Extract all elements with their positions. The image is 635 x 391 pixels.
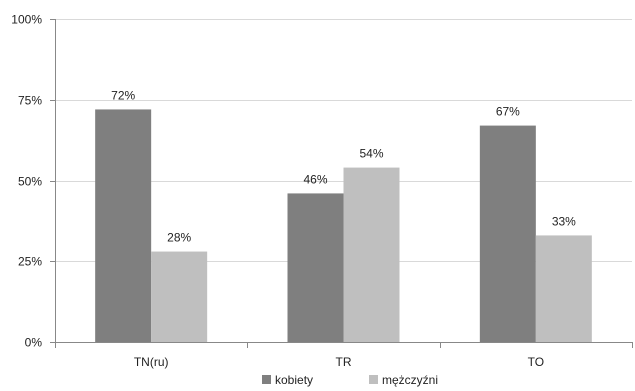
data-label: 54% (359, 147, 383, 161)
bar-mężczyźni-TR (343, 167, 400, 342)
x-tick-label: TN(ru) (134, 355, 169, 369)
data-labels: 72% 28% 46% 54% 67% 33% (111, 88, 576, 244)
bar-mężczyźni-TN(ru) (151, 251, 208, 342)
legend-label: mężczyźni (382, 373, 438, 387)
legend-swatch (262, 375, 271, 384)
legend-label: kobiety (275, 373, 313, 387)
y-axis-ticks: 0% 25% 50% 75% 100% (11, 13, 55, 350)
y-tick-label: 25% (18, 255, 42, 269)
legend: kobiety mężczyźni (262, 373, 438, 387)
bars (95, 109, 592, 342)
bar-mężczyźni-TO (535, 235, 592, 342)
data-label: 67% (496, 105, 520, 119)
y-tick-label: 50% (18, 175, 42, 189)
y-tick-label: 75% (18, 94, 42, 108)
y-tick-label: 100% (11, 13, 42, 27)
bar-kobiety-TO (479, 125, 536, 342)
legend-swatch (369, 375, 378, 384)
bar-kobiety-TN(ru) (95, 109, 152, 342)
data-label: 28% (167, 231, 191, 245)
x-axis: TN(ru) TR TO (55, 19, 633, 369)
x-tick-label: TR (336, 355, 352, 369)
data-label: 72% (111, 88, 135, 102)
bar-kobiety-TR (287, 193, 344, 342)
y-tick-label: 0% (25, 336, 43, 350)
data-label: 33% (552, 214, 576, 228)
data-label: 46% (303, 172, 327, 186)
x-tick-label: TO (528, 355, 544, 369)
